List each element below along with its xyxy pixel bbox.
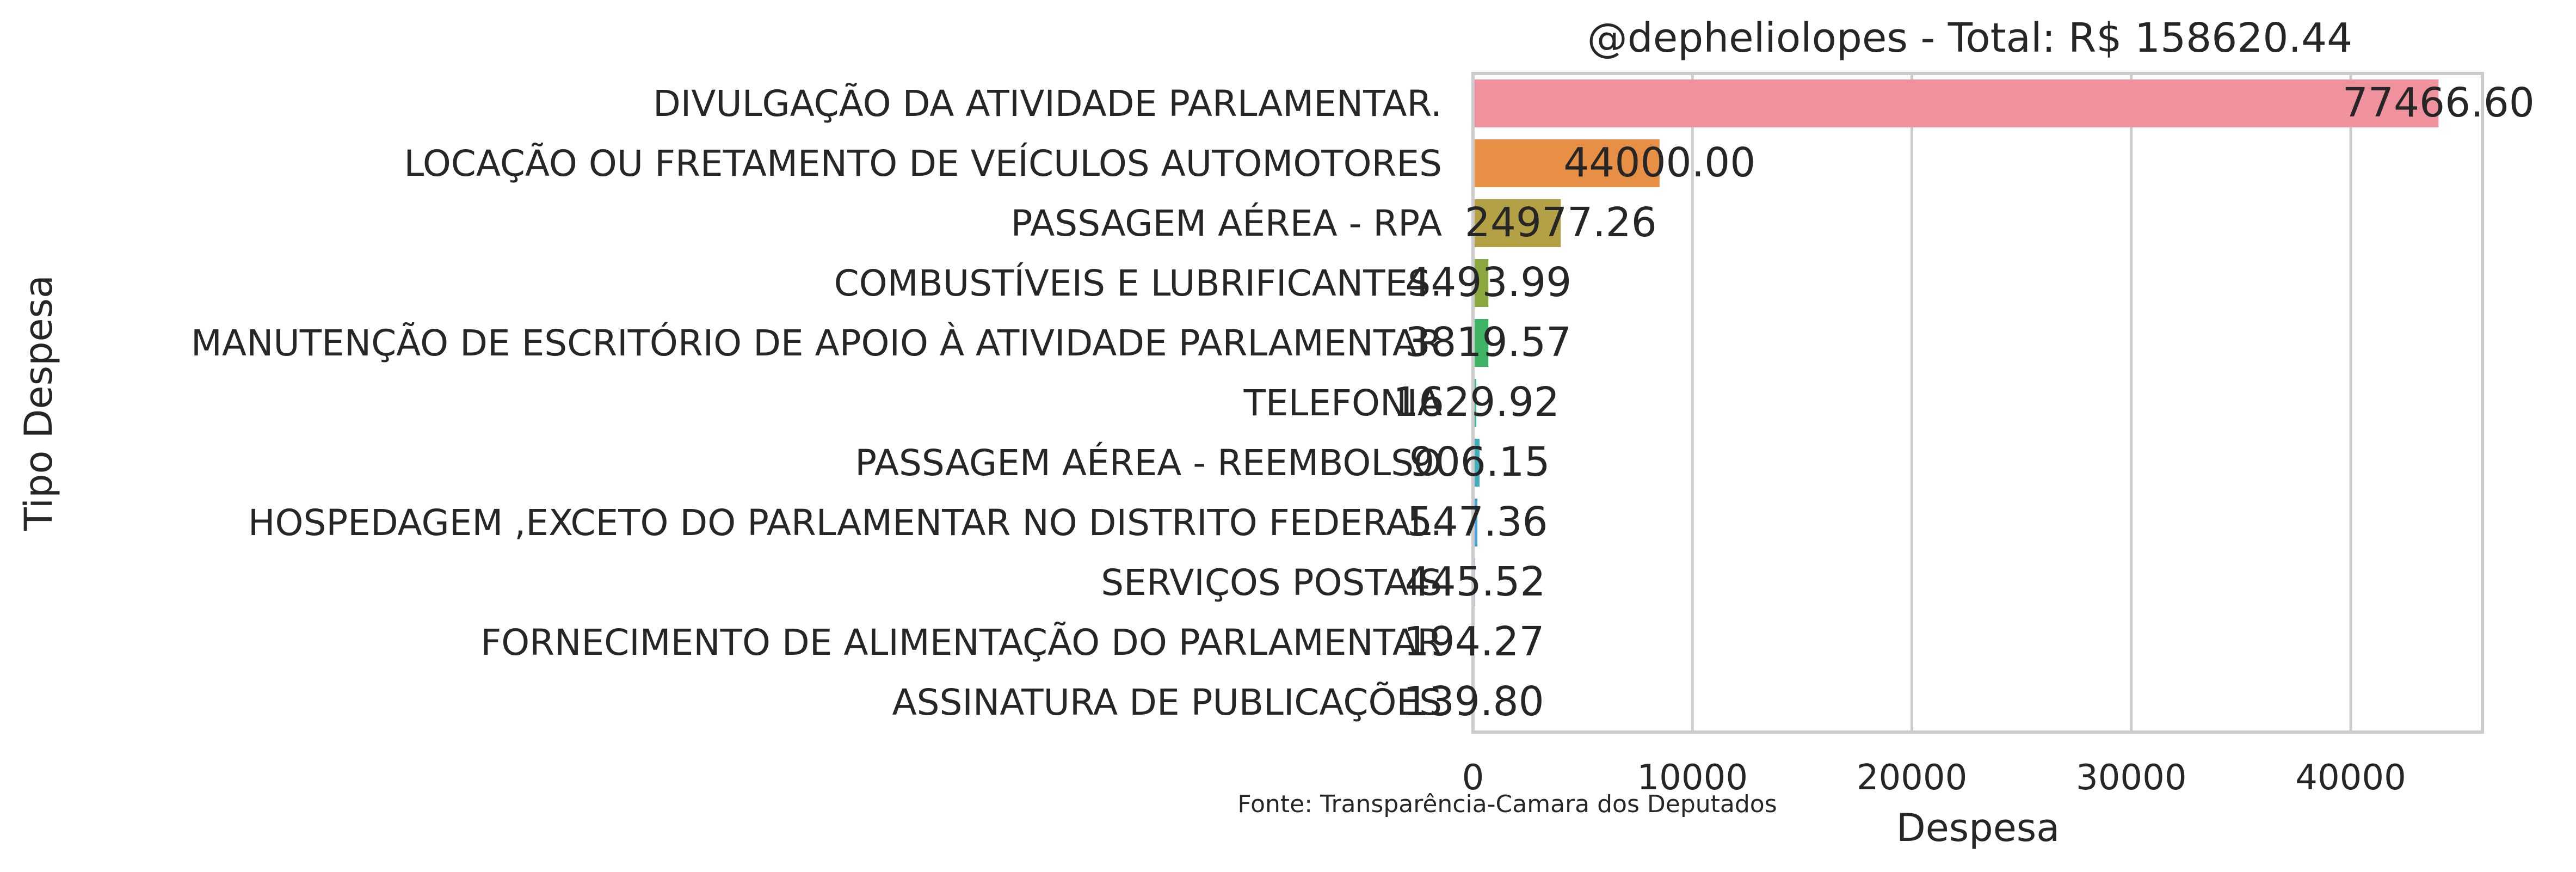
data-label: 77466.60 [2343,79,2535,126]
bar [1473,259,1489,307]
data-label: 24977.26 [1465,199,1657,246]
data-label: 194.27 [1404,618,1545,665]
y-axis-label: Tipo Despesa [16,275,61,531]
category-label: COMBUSTÍVEIS E LUBRIFICANTES. [834,262,1442,304]
x-tick-label: 10000 [1637,758,1748,798]
category-label: TELEFONIA [1243,382,1442,424]
category-labels: DIVULGAÇÃO DA ATIVIDADE PARLAMENTAR. LOCA… [191,83,1442,723]
category-label: PASSAGEM AÉREA - REEMBOLSO [855,441,1442,484]
bar [1473,379,1477,427]
x-tick-labels: 0 10000 20000 30000 40000 [1462,758,2406,798]
bar [1473,319,1489,367]
bar [1473,439,1480,487]
data-label: 4493.99 [1405,259,1572,306]
category-label: SERVIÇOS POSTAIS [1101,562,1442,604]
category-label: DIVULGAÇÃO DA ATIVIDADE PARLAMENTAR. [653,83,1442,125]
data-label: 445.52 [1405,558,1546,605]
x-axis-label: Despesa [1896,806,2060,850]
category-label: FORNECIMENTO DE ALIMENTAÇÃO DO PARLAMENT… [480,622,1442,664]
data-label: 1629.92 [1393,379,1560,426]
x-tick-label: 40000 [2295,758,2406,798]
x-tick-label: 20000 [1857,758,1968,798]
data-label: 139.80 [1403,678,1544,725]
category-label: LOCAÇÃO OU FRETAMENTO DE VEÍCULOS AUTOMO… [404,142,1442,185]
bar [1473,199,1561,247]
data-label: 547.36 [1407,499,1548,545]
category-label: ASSINATURA DE PUBLICAÇÕES [892,681,1442,723]
bar [1473,79,2439,127]
bar [1473,499,1478,546]
category-label: HOSPEDAGEM ,EXCETO DO PARLAMENTAR NO DIS… [248,502,1442,544]
x-tick-label: 30000 [2076,758,2187,798]
chart-title: @depheliolopes - Total: R$ 158620.44 [1587,15,2352,62]
bar [1473,139,1660,187]
data-label: 44000.00 [1563,139,1755,186]
value-labels: 77466.60 44000.00 24977.26 4493.99 3819.57 16… [1393,79,2535,725]
data-label: 906.15 [1409,439,1550,486]
category-label: MANUTENÇÃO DE ESCRITÓRIO DE APOIO À ATIV… [191,322,1442,364]
plot-frame [1471,72,2484,734]
category-label: PASSAGEM AÉREA - RPA [1011,202,1442,244]
source-footnote: Fonte: Transparência-Camara dos Deputado… [1237,790,1777,818]
x-tick-label: 0 [1462,758,1484,798]
data-label: 3819.57 [1405,319,1572,366]
